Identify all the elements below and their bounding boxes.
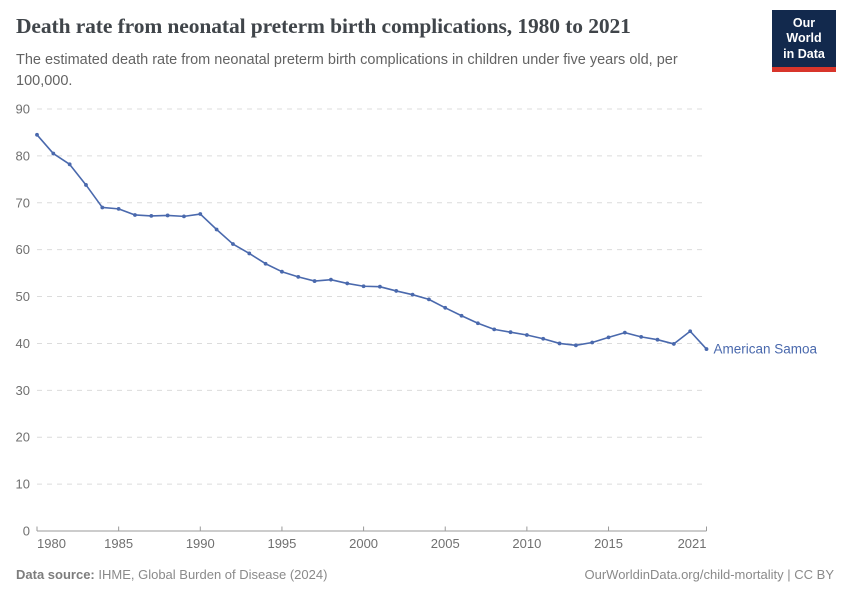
owid-logo-line1: Our World [786, 16, 822, 46]
data-point [51, 151, 56, 156]
data-line [36, 134, 708, 350]
x-axis-tick-label: 1980 [37, 536, 66, 551]
data-point [655, 337, 660, 342]
data-point [100, 205, 105, 210]
data-point [378, 284, 382, 289]
data-point [639, 334, 644, 339]
data-point [443, 305, 448, 310]
data-point [410, 292, 415, 297]
y-axis-tick-label: 30 [16, 383, 30, 398]
data-source: Data source: IHME, Global Burden of Dise… [16, 567, 327, 582]
y-axis-tick-label: 90 [16, 102, 30, 117]
data-point [149, 214, 154, 218]
data-point [263, 261, 268, 266]
x-axis-tick-label: 2015 [594, 536, 623, 551]
data-point [198, 212, 203, 216]
data-point [541, 336, 546, 341]
data-point [133, 213, 137, 217]
data-point [361, 284, 366, 289]
data-point [622, 330, 627, 335]
data-source-label: Data source: [16, 567, 95, 582]
y-axis-tick-label: 10 [16, 477, 30, 492]
data-point [606, 335, 611, 340]
chart-subtitle: The estimated death rate from neonatal p… [16, 52, 678, 90]
page-title: Death rate from neonatal preterm birth c… [16, 14, 631, 38]
x-axis-tick-label: 2021 [678, 536, 707, 551]
owid-logo-line2: in Data [783, 46, 825, 61]
data-point [312, 279, 317, 283]
data-point [280, 269, 284, 274]
data-point [671, 342, 676, 346]
footer-link[interactable]: OurWorldinData.org/child-mortality | CC … [584, 567, 835, 582]
data-point [524, 333, 529, 337]
y-axis-tick-label: 50 [16, 289, 30, 304]
data-point [459, 313, 464, 318]
data-point [427, 297, 431, 302]
chart-canvas[interactable]: 0 10 20 30 40 50 60 70 80 90 1980 1985 1990 1995 2000 2… [0, 100, 850, 558]
y-axis-tick-label: 0 [23, 524, 30, 539]
y-axis-tick-label: 60 [16, 242, 30, 257]
owid-logo[interactable]: Our World in Data [772, 10, 836, 72]
data-point [231, 242, 235, 246]
x-axis-tick-label: 1985 [104, 536, 133, 551]
data-source-text: IHME, Global Burden of Disease (2024) [94, 567, 328, 582]
data-point [492, 327, 497, 332]
data-point [688, 329, 693, 334]
data-point [329, 277, 333, 282]
chart-footer: Data source: IHME, Global Burden of Dise… [16, 567, 834, 582]
data-point [557, 341, 562, 346]
series-label: American Samoa [714, 342, 818, 357]
data-point [590, 340, 595, 345]
line-chart[interactable]: 0 10 20 30 40 50 60 70 80 90 1980 1985 1990 1995 2000 2… [0, 100, 850, 558]
data-point [508, 330, 513, 335]
data-point [67, 162, 72, 167]
data-point [116, 206, 121, 211]
x-axis-tick-label: 2010 [512, 536, 541, 551]
data-point [296, 274, 301, 279]
data-point [573, 343, 578, 348]
data-point [165, 213, 170, 218]
y-axis-tick-label: 20 [16, 430, 30, 445]
data-point [345, 281, 350, 286]
data-point [704, 347, 709, 351]
data-point [84, 183, 88, 187]
y-axis-tick-label: 40 [16, 336, 30, 351]
data-point [182, 214, 186, 219]
data-point [35, 132, 39, 137]
data-point [394, 289, 399, 293]
x-axis-tick-label: 2000 [349, 536, 378, 551]
y-axis-tick-label: 70 [16, 195, 30, 210]
x-axis-tick-label: 2005 [431, 536, 460, 551]
data-point [214, 227, 219, 232]
x-axis-tick-label: 1995 [267, 536, 296, 551]
data-point [475, 321, 480, 326]
y-axis-tick-label: 80 [16, 148, 30, 163]
data-point [247, 251, 252, 256]
x-axis-tick-label: 1990 [186, 536, 215, 551]
